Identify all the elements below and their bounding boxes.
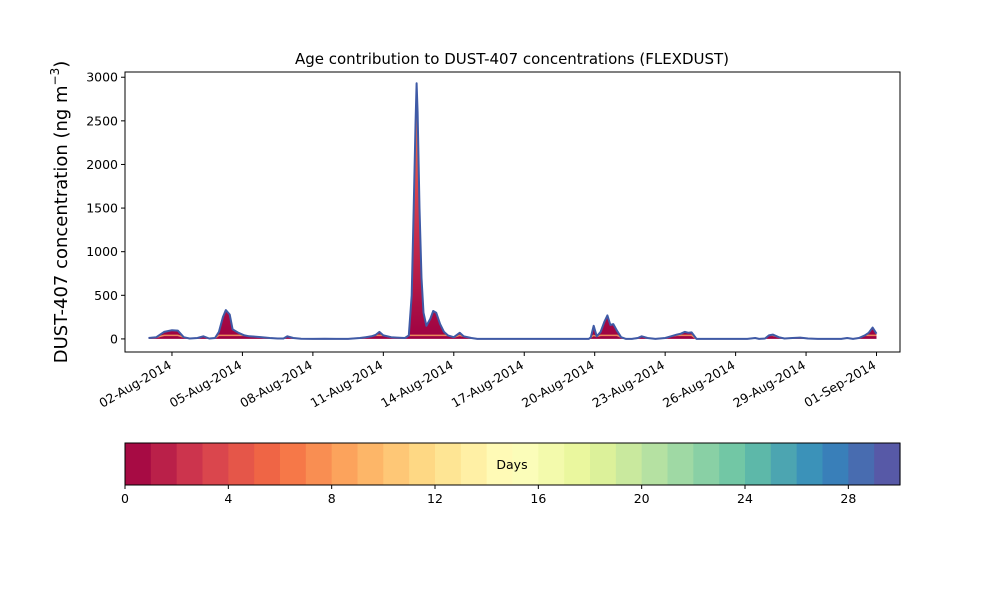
colorbar-bin [796, 443, 824, 485]
colorbar-bin [331, 443, 359, 485]
x-tick-label: 08-Aug-2014 [237, 357, 315, 410]
x-tick-label: 29-Aug-2014 [730, 357, 808, 410]
age-contribution-area [148, 83, 877, 339]
colorbar-bin [667, 443, 694, 485]
colorbar-bin [641, 443, 669, 485]
y-tick-label: 2500 [86, 113, 118, 128]
x-tick-label: 01-Sep-2014 [801, 357, 878, 410]
colorbar-frame [124, 442, 901, 486]
colorbar-bin [280, 443, 307, 485]
colorbar-bin [202, 443, 229, 485]
colorbar-tick-label: 16 [530, 491, 546, 506]
colorbar-bin [254, 443, 281, 485]
x-tick-label: 20-Aug-2014 [519, 357, 597, 410]
colorbar: Days 0 4 8 12 16 20 24 28 [121, 442, 901, 506]
x-tick-label: 11-Aug-2014 [308, 357, 386, 410]
colorbar-tick-label: 20 [634, 491, 650, 506]
colorbar-bin [435, 443, 462, 485]
plot-area [148, 82, 878, 340]
colorbar-label: Days [496, 457, 527, 472]
y-axis-label: DUST-407 concentration (ng m−3) [48, 61, 72, 364]
y-tick-label: 2000 [86, 157, 118, 172]
y-axis-label-exponent: −3 [48, 68, 62, 86]
y-tick-label: 1500 [86, 201, 118, 216]
x-tick-label: 05-Aug-2014 [167, 357, 245, 410]
total-concentration-line [148, 82, 878, 340]
colorbar-bin [409, 443, 436, 485]
x-tick-label: 14-Aug-2014 [378, 357, 456, 410]
colorbar-bin [822, 443, 849, 485]
colorbar-bin [357, 443, 384, 485]
colorbar-tick-label: 4 [224, 491, 232, 506]
x-tick-label: 17-Aug-2014 [449, 357, 527, 410]
y-axis-label-main: DUST-407 concentration (ng m [51, 85, 72, 363]
colorbar-bin [848, 443, 875, 485]
colorbar-bin [305, 443, 333, 485]
colorbar-bin [512, 443, 539, 485]
plot-clip-group [148, 82, 878, 340]
y-axis: 0 500 1000 1500 2000 2500 3000 [86, 70, 125, 346]
y-tick-label: 1000 [86, 244, 118, 259]
colorbar-bin [486, 443, 514, 485]
colorbar-bin [125, 443, 152, 485]
colorbar-bin [383, 443, 410, 485]
y-tick-label: 0 [110, 331, 118, 346]
colorbar-bin [176, 443, 204, 485]
colorbar-bin [770, 443, 798, 485]
y-tick-label: 3000 [86, 70, 118, 85]
colorbar-bin [590, 443, 617, 485]
colorbar-bin [874, 443, 901, 485]
x-tick-label: 26-Aug-2014 [660, 357, 738, 410]
colorbar-bin [719, 443, 746, 485]
y-axis-label-close: ) [51, 61, 72, 68]
colorbar-bin [538, 443, 565, 485]
x-axis: 02-Aug-201405-Aug-201408-Aug-201411-Aug-… [96, 352, 878, 411]
plot-frame [124, 71, 901, 353]
colorbar-tick-label: 28 [840, 491, 856, 506]
colorbar-bin [564, 443, 591, 485]
colorbar-tick-label: 8 [328, 491, 336, 506]
colorbar-bin [150, 443, 178, 485]
colorbar-bin [745, 443, 772, 485]
x-tick-label: 02-Aug-2014 [96, 357, 174, 410]
x-tick-label: 23-Aug-2014 [590, 357, 668, 410]
colorbar-bin [615, 443, 643, 485]
y-tick-label: 500 [94, 288, 118, 303]
colorbar-bin [460, 443, 488, 485]
colorbar-bin [693, 443, 720, 485]
colorbar-tick-label: 12 [427, 491, 443, 506]
colorbar-tick-label: 24 [737, 491, 753, 506]
colorbar-bin [228, 443, 255, 485]
chart-title: Age contribution to DUST-407 concentrati… [295, 50, 729, 68]
colorbar-tick-label: 0 [121, 491, 129, 506]
